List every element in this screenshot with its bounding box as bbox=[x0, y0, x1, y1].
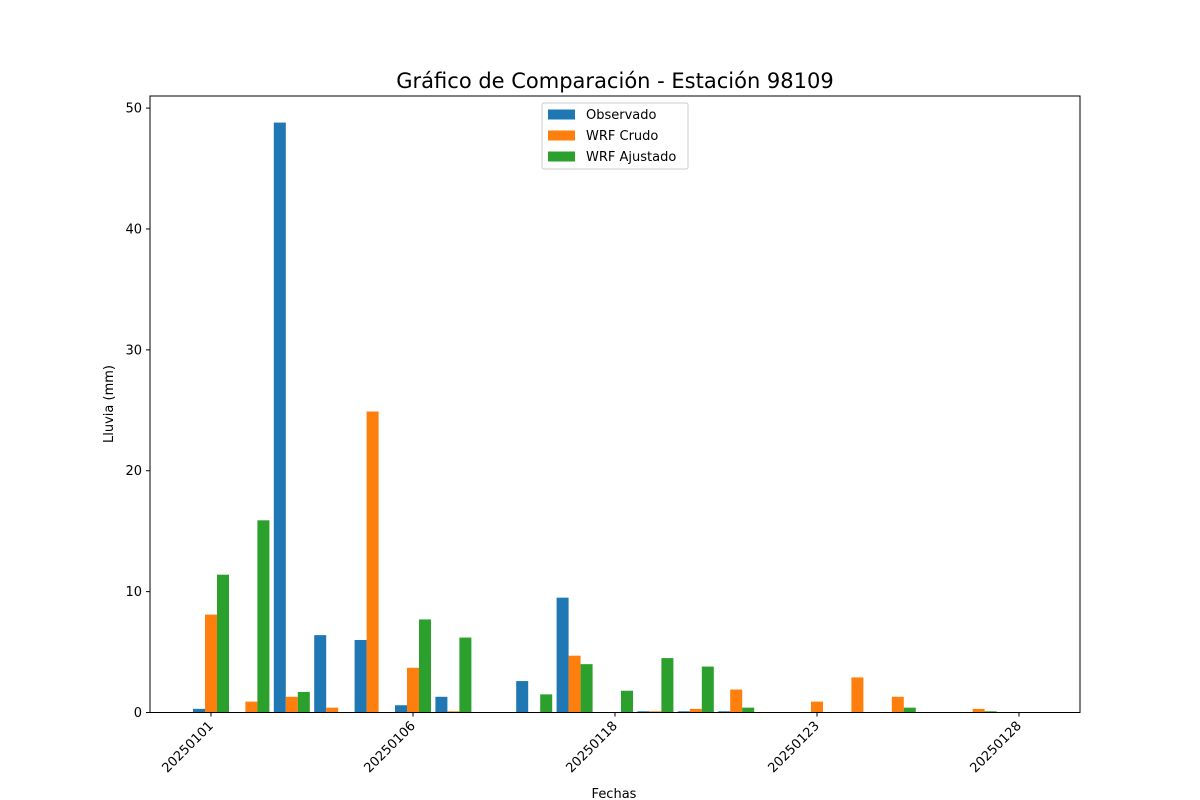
x-axis-label: Fechas bbox=[592, 787, 637, 800]
bar-wrf-ajustado bbox=[459, 637, 472, 713]
bar-wrf-ajustado bbox=[540, 694, 553, 713]
bar-wrf-ajustado bbox=[257, 520, 270, 713]
y-tick-label: 30 bbox=[125, 343, 142, 358]
bar-wrf-ajustado bbox=[661, 658, 674, 713]
x-tick-label: 20250123 bbox=[765, 719, 822, 776]
legend-label: WRF Ajustado bbox=[586, 150, 676, 165]
bar-wrf-crudo bbox=[407, 667, 419, 713]
bar-observado bbox=[637, 711, 650, 713]
bars-group bbox=[193, 122, 997, 713]
legend-swatch bbox=[548, 109, 575, 120]
bar-wrf-ajustado bbox=[580, 664, 593, 713]
legend-label: WRF Crudo bbox=[586, 129, 658, 144]
bar-observado bbox=[718, 711, 731, 713]
bar-wrf-crudo bbox=[649, 711, 662, 713]
y-axis-label: Lluvia (mm) bbox=[102, 365, 117, 443]
bar-wrf-ajustado bbox=[984, 711, 997, 713]
x-tick-label: 20250128 bbox=[967, 719, 1024, 776]
y-tick-label: 10 bbox=[125, 585, 142, 600]
y-tick-label: 0 bbox=[134, 706, 142, 721]
bar-observado bbox=[395, 705, 407, 713]
bar-wrf-crudo bbox=[891, 696, 904, 713]
bar-wrf-crudo bbox=[972, 708, 985, 713]
bar-observado bbox=[273, 122, 286, 713]
bar-observado bbox=[314, 635, 327, 713]
legend-swatch bbox=[548, 151, 575, 162]
bar-wrf-crudo bbox=[730, 689, 743, 713]
bar-wrf-ajustado bbox=[297, 691, 310, 713]
x-tick-label: 20250118 bbox=[563, 719, 620, 776]
bar-wrf-crudo bbox=[205, 614, 217, 713]
bar-wrf-ajustado bbox=[621, 690, 633, 713]
legend: Observado WRF Crudo WRF Ajustado bbox=[541, 102, 689, 170]
legend-swatch bbox=[548, 130, 575, 141]
bar-wrf-crudo bbox=[245, 701, 258, 713]
bar-wrf-crudo bbox=[326, 707, 339, 713]
y-tick-label: 50 bbox=[125, 102, 142, 117]
bar-observado bbox=[677, 711, 690, 713]
bar-wrf-crudo bbox=[285, 696, 298, 713]
bar-observado bbox=[516, 681, 529, 713]
bar-wrf-crudo bbox=[811, 701, 823, 713]
bar-wrf-crudo bbox=[851, 677, 864, 713]
y-axis: 0 10 20 30 40 50 bbox=[125, 102, 150, 721]
bar-wrf-ajustado bbox=[217, 574, 229, 713]
legend-label: Observado bbox=[586, 108, 657, 123]
bar-wrf-ajustado bbox=[903, 707, 916, 713]
x-tick-label: 20250101 bbox=[159, 719, 216, 776]
x-tick-label: 20250106 bbox=[361, 719, 418, 776]
x-axis: 20250101 20250106 20250118 20250123 20250128 bbox=[159, 712, 1025, 776]
bar-wrf-crudo bbox=[689, 708, 702, 713]
bar-observado bbox=[193, 708, 205, 713]
bar-wrf-crudo bbox=[568, 655, 581, 713]
bar-wrf-crudo bbox=[366, 411, 379, 713]
bar-wrf-ajustado bbox=[742, 707, 755, 713]
plot-frame bbox=[149, 95, 1081, 713]
bar-wrf-ajustado bbox=[701, 666, 714, 713]
legend-box bbox=[541, 102, 689, 170]
bar-observado bbox=[435, 696, 448, 713]
bar-observado bbox=[556, 597, 569, 713]
bar-wrf-crudo bbox=[447, 711, 460, 713]
y-tick-label: 20 bbox=[125, 464, 142, 479]
y-tick-label: 40 bbox=[125, 222, 142, 237]
chart-title: Gráfico de Comparación - Estación 98109 bbox=[396, 69, 833, 93]
bar-wrf-ajustado bbox=[419, 619, 431, 713]
bar-observado bbox=[354, 639, 367, 713]
